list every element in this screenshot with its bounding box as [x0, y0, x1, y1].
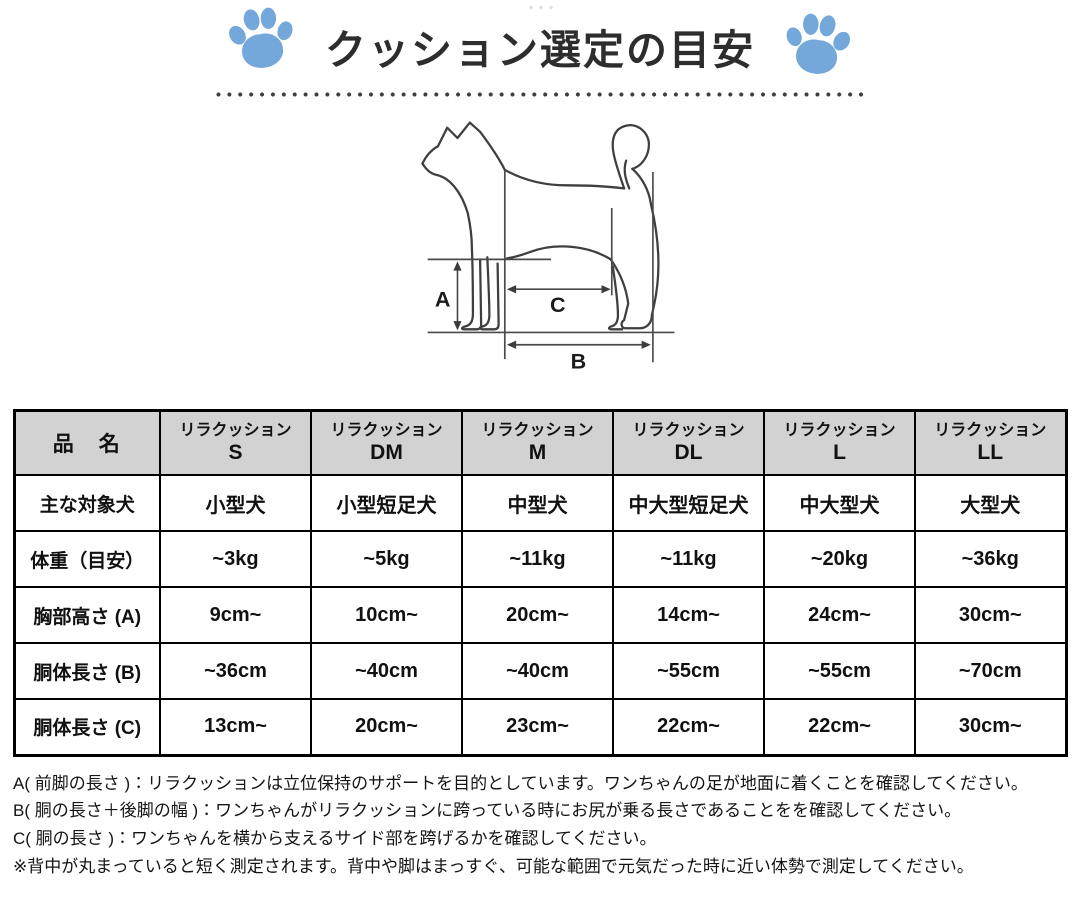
size-code: M: [528, 440, 547, 464]
label-b: B: [571, 348, 587, 373]
measurement-arrowheads: [453, 261, 651, 349]
dotted-divider: [216, 92, 864, 97]
table-cell: ~40cm: [461, 642, 614, 700]
table-cell: 20cm~: [461, 586, 614, 644]
table-cell: 30cm~: [914, 586, 1067, 644]
table-cell: 24cm~: [763, 586, 916, 644]
table-cell: 20cm~: [310, 698, 463, 756]
note-caution: ※背中が丸まっていると短く測定されます。背中や脚はまっすぐ、可能な範囲で元気だっ…: [13, 857, 974, 877]
table-cell: 小型犬: [159, 474, 312, 532]
table-cell: 中大型犬: [763, 474, 916, 532]
table-cell: ~55cm: [763, 642, 916, 700]
note-c: C( 胴の長さ )：ワンちゃんを横から支えるサイド部を跨げるかを確認してください…: [13, 829, 657, 849]
table-cell: ~70cm: [914, 642, 1067, 700]
table-cell: 14cm~: [612, 586, 765, 644]
measurement-labels: A C B: [435, 287, 586, 374]
label-c: C: [550, 292, 566, 317]
table-row-body-length-c: 胴体長さ (C) 13cm~ 20cm~ 23cm~ 22cm~ 22cm~ 3…: [13, 698, 1067, 756]
size-code: LL: [977, 440, 1004, 464]
table-cell: ~3kg: [159, 530, 312, 588]
dog-outline: [421, 121, 660, 331]
product-name-header: 品 名: [13, 409, 161, 476]
table-cell: ~36kg: [914, 530, 1067, 588]
table-cell: ~40cm: [310, 642, 463, 700]
table-cell: ~11kg: [461, 530, 614, 588]
table-cell: 大型犬: [914, 474, 1067, 532]
brand-label: リラクッション: [330, 421, 443, 439]
column-header-s: リラクッション S: [159, 409, 312, 476]
note-a: A( 前脚の長さ )：リラクッションは立位保持のサポートを目的としています。ワン…: [13, 773, 1028, 793]
brand-label: リラクッション: [783, 421, 896, 439]
column-header-m: リラクッション M: [461, 409, 614, 476]
paw-icon: [776, 8, 859, 89]
column-header-dl: リラクッション DL: [612, 409, 765, 476]
table-cell: 22cm~: [763, 698, 916, 756]
table-row-chest-height-a: 胸部高さ (A) 9cm~ 10cm~ 20cm~ 14cm~ 24cm~ 30…: [13, 586, 1067, 644]
table-cell: ~11kg: [612, 530, 765, 588]
measurement-notes: A( 前脚の長さ )：リラクッションは立位保持のサポートを目的としています。ワン…: [9, 770, 1071, 882]
table-cell: 9cm~: [159, 586, 312, 644]
size-chart-table: 品 名 リラクッション S リラクッション DM リラクッション M リラクッシ…: [12, 409, 1068, 757]
dog-diagram-svg: A C B: [421, 121, 675, 374]
brand-label: リラクッション: [934, 421, 1047, 439]
size-code: S: [228, 440, 243, 464]
brand-label: リラクッション: [632, 421, 745, 439]
table-row-body-length-b: 胴体長さ (B) ~36cm ~40cm ~40cm ~55cm ~55cm ~…: [13, 642, 1067, 700]
table-cell: 13cm~: [159, 698, 312, 756]
row-label: 胴体長さ (B): [13, 642, 161, 700]
table-cell: ~36cm: [159, 642, 312, 700]
label-a: A: [435, 287, 451, 312]
table-cell: 10cm~: [310, 586, 463, 644]
faint-artifact-dots: [527, 5, 555, 10]
size-code: L: [833, 440, 846, 464]
table-header-row: 品 名 リラクッション S リラクッション DM リラクッション M リラクッシ…: [13, 409, 1067, 476]
table-cell: ~20kg: [763, 530, 916, 588]
table-cell: 中大型短足犬: [612, 474, 765, 532]
table-cell: 22cm~: [612, 698, 765, 756]
table-cell: 30cm~: [914, 698, 1067, 756]
row-label: 胸部高さ (A): [13, 586, 161, 644]
table-cell: ~55cm: [612, 642, 765, 700]
page-title: クッション選定の目安: [325, 27, 755, 73]
size-code: DM: [370, 440, 403, 464]
table-cell: 小型短足犬: [310, 474, 463, 532]
table-row-target-dog: 主な対象犬 小型犬 小型短足犬 中型犬 中大型短足犬 中大型犬 大型犬: [13, 474, 1067, 532]
brand-label: リラクッション: [481, 421, 594, 439]
table-cell: 23cm~: [461, 698, 614, 756]
row-label: 胴体長さ (C): [13, 698, 161, 756]
table-row-weight: 体重（目安） ~3kg ~5kg ~11kg ~11kg ~20kg ~36kg: [13, 530, 1067, 588]
column-header-l: リラクッション L: [763, 409, 916, 476]
dog-measurement-diagram: A C B: [0, 102, 1080, 394]
paw-icon: [220, 2, 303, 83]
table-cell: 中型犬: [461, 474, 614, 532]
measurement-lines: [427, 169, 675, 363]
page-header: クッション選定の目安: [0, 0, 1080, 82]
brand-label: リラクッション: [179, 421, 292, 439]
column-header-dm: リラクッション DM: [310, 409, 463, 476]
note-b: B( 胴の長さ＋後脚の幅 )：ワンちゃんがリラクッションに跨っている時にお尻が乗…: [13, 801, 962, 821]
size-code: DL: [674, 440, 703, 464]
row-label: 体重（目安）: [13, 530, 161, 588]
table-cell: ~5kg: [310, 530, 463, 588]
row-label: 主な対象犬: [13, 474, 161, 532]
column-header-ll: リラクッション LL: [914, 409, 1067, 476]
